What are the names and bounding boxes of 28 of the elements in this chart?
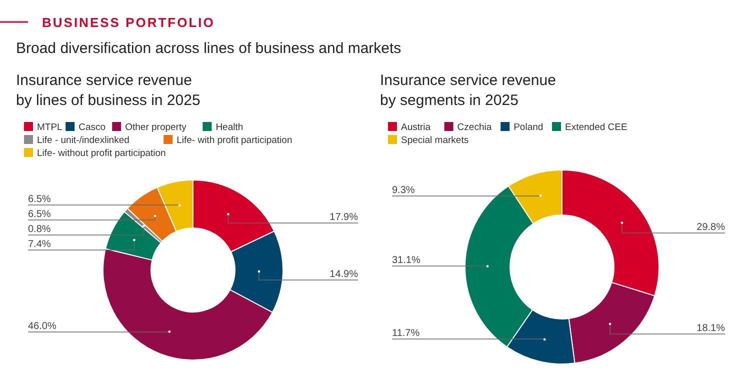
data-label: 9.3% <box>392 185 415 196</box>
legend-label: MTPL <box>37 122 62 133</box>
legend-label: Poland <box>514 122 544 133</box>
text: Broad diversification across lines of business and markets <box>16 40 402 57</box>
data-label: 29.8% <box>696 222 726 233</box>
data-label: 14.9% <box>330 269 358 280</box>
legend-label: Casco <box>78 122 106 133</box>
data-label: 18.1% <box>696 323 726 334</box>
legend-label: Health <box>216 122 244 133</box>
legend-label: Other property <box>125 122 187 133</box>
data-label: 46.0% <box>28 321 56 332</box>
legend-label: Austria <box>401 122 432 133</box>
chart-title: Insurance service revenue by lines of business in 2025 <box>16 72 200 109</box>
chart-title: Insurance service revenue by segments in 2025 <box>380 72 556 109</box>
legend-label: Extended CEE <box>565 122 628 133</box>
legend-label: Life- without profit participation <box>37 148 166 159</box>
data-label: 0.8% <box>28 224 51 235</box>
data-label: 31.1% <box>392 255 420 266</box>
legend-label: Special markets <box>401 135 469 146</box>
legend-label: Czechia <box>457 122 492 133</box>
data-label: 6.5% <box>28 194 51 205</box>
text: BUSINESS PORTFOLIO <box>42 15 215 30</box>
data-label: 6.5% <box>28 209 51 220</box>
legend-label: Life - unit-/indexlinked <box>37 135 130 146</box>
legend-label: Life- with profit participation <box>176 135 292 146</box>
data-label: 7.4% <box>28 239 51 250</box>
data-label: 11.7% <box>392 328 420 339</box>
data-label: 17.9% <box>330 212 358 223</box>
